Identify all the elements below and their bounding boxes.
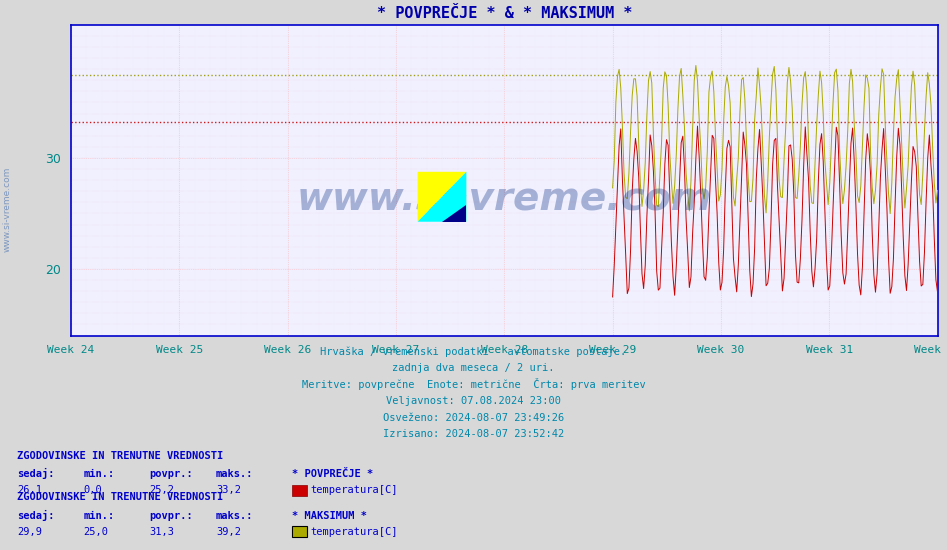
Text: 0,0: 0,0 xyxy=(83,485,102,496)
Text: www.si-vreme.com: www.si-vreme.com xyxy=(296,180,712,218)
Polygon shape xyxy=(418,172,466,222)
Text: 33,2: 33,2 xyxy=(216,485,241,496)
Text: ZGODOVINSKE IN TRENUTNE VREDNOSTI: ZGODOVINSKE IN TRENUTNE VREDNOSTI xyxy=(17,492,223,503)
Text: Veljavnost: 07.08.2024 23:00: Veljavnost: 07.08.2024 23:00 xyxy=(386,396,561,406)
Text: Izrisano: 2024-08-07 23:52:42: Izrisano: 2024-08-07 23:52:42 xyxy=(383,429,564,439)
Text: temperatura[C]: temperatura[C] xyxy=(311,485,398,496)
Polygon shape xyxy=(418,172,466,222)
Text: povpr.:: povpr.: xyxy=(150,510,193,521)
Text: sedaj:: sedaj: xyxy=(17,469,55,480)
Title: * POVPREČJE * & * MAKSIMUM *: * POVPREČJE * & * MAKSIMUM * xyxy=(377,6,632,21)
Text: * POVPREČJE *: * POVPREČJE * xyxy=(292,469,373,480)
Text: povpr.:: povpr.: xyxy=(150,469,193,480)
Text: min.:: min.: xyxy=(83,469,115,480)
Text: Meritve: povprečne  Enote: metrične  Črta: prva meritev: Meritve: povprečne Enote: metrične Črta:… xyxy=(302,378,645,390)
Text: 31,3: 31,3 xyxy=(150,526,174,537)
Text: sedaj:: sedaj: xyxy=(17,510,55,521)
Text: 25,2: 25,2 xyxy=(150,485,174,496)
Text: www.si-vreme.com: www.si-vreme.com xyxy=(2,166,11,252)
Polygon shape xyxy=(442,205,466,222)
Text: 39,2: 39,2 xyxy=(216,526,241,537)
Text: maks.:: maks.: xyxy=(216,469,254,480)
Text: temperatura[C]: temperatura[C] xyxy=(311,526,398,537)
Text: maks.:: maks.: xyxy=(216,510,254,521)
Text: * MAKSIMUM *: * MAKSIMUM * xyxy=(292,510,366,521)
Text: Hrvaška / vremenski podatki - avtomatske postaje.: Hrvaška / vremenski podatki - avtomatske… xyxy=(320,346,627,357)
Text: 26,1: 26,1 xyxy=(17,485,42,496)
Text: 29,9: 29,9 xyxy=(17,526,42,537)
Text: Osveženo: 2024-08-07 23:49:26: Osveženo: 2024-08-07 23:49:26 xyxy=(383,412,564,423)
Text: ZGODOVINSKE IN TRENUTNE VREDNOSTI: ZGODOVINSKE IN TRENUTNE VREDNOSTI xyxy=(17,451,223,461)
Text: min.:: min.: xyxy=(83,510,115,521)
Text: zadnja dva meseca / 2 uri.: zadnja dva meseca / 2 uri. xyxy=(392,363,555,373)
Text: 25,0: 25,0 xyxy=(83,526,108,537)
